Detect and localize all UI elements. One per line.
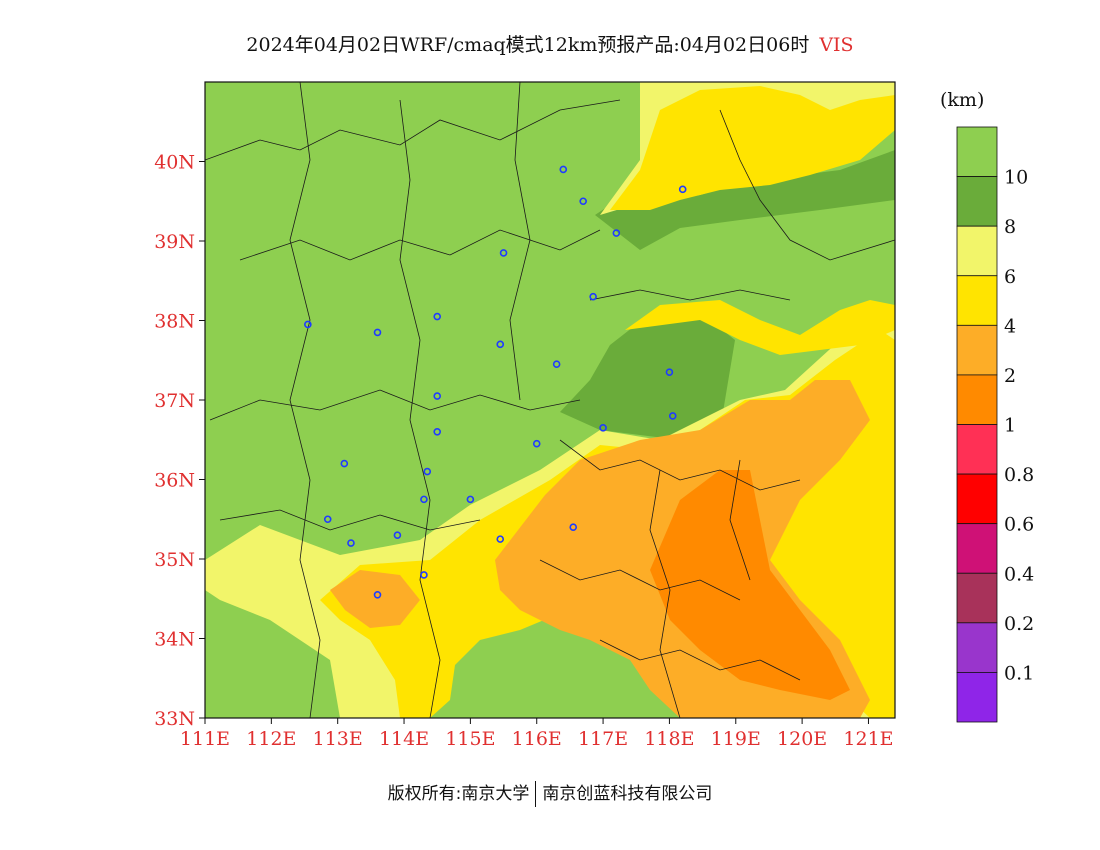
x-tick-label: 117E [578,728,628,750]
station-marker [347,539,355,547]
colorbar-label: 2 [1004,365,1016,387]
station-marker [433,312,442,321]
title-main: 2024年04月02日WRF/cmaq模式12km预报产品:04月02日06时 [246,34,810,56]
colorbar-label: 10 [1004,167,1028,189]
station-marker [589,292,597,301]
x-tick-label: 113E [313,728,363,750]
vis-region-orange-west [330,570,420,628]
station-marker [579,197,587,206]
footer-right: 南京创蓝科技有限公司 [542,784,713,804]
y-tick-label: 40N [154,152,195,174]
y-axis: 33N 34N 35N 36N 37N 38N 39N 40N [154,152,205,730]
map-title: 2024年04月02日WRF/cmaq模式12km预报产品:04月02日06时 V… [0,30,1100,57]
colorbar-label: 0.2 [1004,613,1034,635]
station-marker [496,340,505,349]
colorbar-swatch [956,374,998,425]
colorbar-label: 4 [1004,315,1016,337]
copyright-footer: 版权所有:南京大学 南京创蓝科技有限公司 [0,779,1100,807]
legend-unit: (km) [940,89,985,111]
station-marker [499,249,508,257]
colorbar-label: 0.6 [1004,514,1034,536]
colorbar-label: 0.1 [1004,662,1034,684]
x-tick-label: 116E [512,728,562,750]
x-axis: 111E 112E 113E 114E 115E 116E 117E 118E 119E 120E… [180,718,894,750]
y-tick-label: 36N [154,470,195,492]
station-marker [612,229,621,237]
colorbar-legend: 10 8 6 4 2 1 0.8 0.6 0.4 0.2 0.1 [956,126,1034,723]
station-marker [340,459,349,468]
y-tick-label: 37N [154,390,195,412]
vis-region-yellow-north [610,86,895,210]
colorbar-swatch [956,523,998,574]
x-tick-label: 121E [843,728,893,750]
station-marker [423,467,432,476]
colorbar-label: 8 [1004,216,1016,238]
station-marker [433,427,442,436]
station-marker [665,368,674,376]
station-marker [420,571,428,579]
station-marker [304,320,312,329]
colorbar-swatch [956,572,998,624]
colorbar-swatch [956,424,998,475]
colorbar-swatch [956,275,998,326]
x-tick-label: 112E [246,728,296,750]
station-marker [323,515,332,524]
footer-left: 版权所有:南京大学 [387,784,530,804]
y-tick-label: 34N [154,629,195,651]
colorbar-swatch [956,324,998,376]
colorbar-swatch [956,126,998,177]
station-marker [678,185,687,194]
map-plot-area [205,82,895,718]
colorbar-label: 1 [1004,415,1016,437]
y-tick-label: 35N [154,549,195,571]
station-marker [668,412,677,420]
station-marker [559,165,568,174]
station-marker [552,360,561,369]
station-marker [599,424,607,432]
colorbar-label: 0.8 [1004,464,1034,486]
vis-region-dark-green-north [595,150,895,250]
station-marker [373,590,382,599]
colorbar-label: 6 [1004,266,1016,288]
x-tick-label: 114E [379,728,429,750]
boundary-lines [205,82,895,718]
station-marker [466,495,475,504]
y-tick-label: 39N [154,231,195,253]
x-tick-label: 119E [711,728,761,750]
colorbar-swatch [956,225,998,277]
station-marker [433,392,442,400]
x-tick-label: 111E [180,728,230,750]
vis-region-yellow-coast [625,300,895,355]
title-variable: VIS [819,34,854,56]
vis-region-dark-orange [650,470,850,700]
station-marker [393,531,402,539]
colorbar-label: 0.4 [1004,563,1034,585]
station-marker [532,439,541,448]
y-tick-label: 33N [154,708,195,730]
colorbar-swatch [956,176,998,227]
station-marker [420,495,428,504]
vis-region-dark-green [560,310,735,440]
x-tick-label: 118E [644,728,694,750]
x-tick-label: 115E [445,728,495,750]
station-marker [496,535,505,543]
x-tick-label: 120E [777,728,827,750]
footer-separator [535,781,537,807]
colorbar-swatch [956,473,998,525]
colorbar-swatch [956,672,998,723]
station-markers [304,165,687,599]
y-tick-label: 38N [154,311,195,333]
station-marker [373,328,382,337]
colorbar-swatch [956,622,998,673]
station-marker [569,523,578,532]
